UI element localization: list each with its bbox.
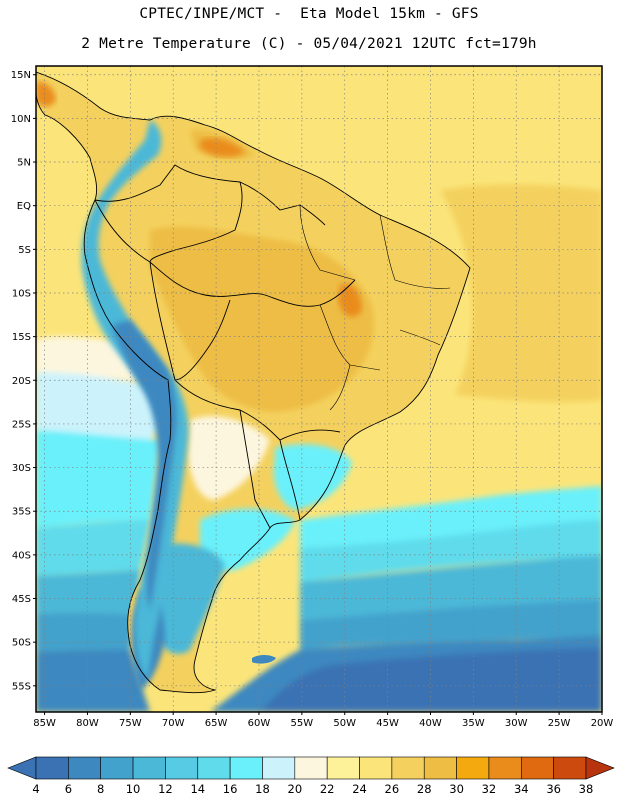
lat-label: 40S [12,550,31,561]
patagonia-cool-zone [152,543,225,654]
colorbar-cell [68,756,102,780]
lat-label: 55S [12,681,31,692]
ocean-band-12C [36,600,602,652]
country-borders [94,164,356,529]
colorbar-cell [359,756,393,780]
lat-label: 35S [12,507,31,518]
colorbar-label: 16 [223,782,238,796]
lat-label: 30S [12,463,31,474]
colorbar-cell [294,756,328,780]
lon-label: 80W [76,718,99,729]
colorbar-cell [456,756,490,780]
colorbar-label: 20 [288,782,303,796]
state-borders [299,204,451,411]
lat-label: 20S [12,376,31,387]
lat-label: 15S [12,332,31,343]
lat-label: 15N [11,70,31,81]
chart-title: CPTEC/INPE/MCT - Eta Model 15km - GFS [139,6,479,22]
colorbar-cell [197,756,231,780]
colorbar-cell [229,756,263,780]
lon-label: 70W [162,718,185,729]
colorbar-label: 38 [579,782,594,796]
ocean-band-14C [36,556,602,620]
colorbar-cells [35,756,587,780]
lon-label: 85W [33,718,56,729]
ocean-band-20C [36,372,165,440]
colorbar-low-arrow [7,756,37,780]
colorbar-cell [132,756,166,780]
lon-label: 75W [119,718,142,729]
lat-label: 45S [12,594,31,605]
colorbar-cell [553,756,587,780]
map-area [36,66,602,712]
colorbar-label: 22 [320,782,335,796]
hotspot-brazil [338,283,362,317]
colorbar-label: 24 [352,782,367,796]
uruguay-cool-zone [199,444,352,571]
ocean-band-18C [36,430,602,548]
lon-label: 45W [376,718,399,729]
lon-label: 35W [462,718,485,729]
colorbar-label: 10 [126,782,141,796]
coastline [36,71,471,694]
colorbar-cell [326,756,360,780]
colorbar-label: 26 [385,782,400,796]
chart-subtitle: 2 Metre Temperature (C) - 05/04/2021 12U… [81,36,537,52]
lon-label: 40W [419,718,442,729]
colorbar-cell [262,756,296,780]
colorbar-label: 8 [97,782,104,796]
colorbar-cell [100,756,134,780]
lat-label: 10N [11,114,31,125]
colorbar-cell [488,756,522,780]
lat-label: 5S [18,245,31,256]
andes-cold-core [112,320,177,610]
ocean-bands [36,184,602,712]
lat-label: 50S [12,638,31,649]
colorbar-label: 12 [158,782,173,796]
political-borders [36,71,471,694]
falkland-islands [252,655,276,664]
colorbar-label: 4 [32,782,39,796]
lon-label: 55W [291,718,314,729]
hotspot-venezuela [200,138,245,157]
colorbar-label: 14 [190,782,205,796]
lat-label: EQ [17,201,31,212]
colorbar: 4 6 8 10 12 14 16 18 20 22 24 26 28 30 32 34 36 38 [7,756,615,796]
colorbar-label: 28 [417,782,432,796]
colorbar-label: 30 [449,782,464,796]
ocean-warm-patch [440,184,602,403]
lat-label: 25S [12,419,31,430]
ocean-band-16C [36,520,602,582]
colorbar-high-arrow [585,756,615,780]
lon-label: 50W [333,718,356,729]
colorbar-label: 36 [546,782,561,796]
latitude-axis: 15N 10N 5N EQ 5S 10S 15S 20S 25S 30S 35S 40S 45S 50S 5… [11,70,36,692]
colorbar-cell [423,756,457,780]
argentina-cream-zone [188,416,270,500]
colorbar-labels: 4 6 8 10 12 14 16 18 20 22 24 26 28 30 32 34 36 38 [32,782,593,796]
colorbar-cell [165,756,199,780]
lon-label: 25W [548,718,571,729]
colorbar-cell [391,756,425,780]
colorbar-cell [520,756,554,780]
map-frame [35,65,603,713]
andes-cold-band [81,120,189,680]
land-mass [36,72,470,693]
lon-label: 60W [248,718,271,729]
colorbar-label: 32 [482,782,497,796]
hotspot-caribbean [36,81,56,107]
interior-hot-region [150,129,374,412]
lon-label: 30W [505,718,528,729]
lat-label: 5N [17,158,31,169]
colorbar-cell [35,756,69,780]
colorbar-label: 34 [514,782,529,796]
colorbar-label: 6 [65,782,72,796]
lon-label: 65W [205,718,228,729]
colorbar-label: 18 [255,782,270,796]
longitude-axis: 85W 80W 75W 70W 65W 60W 55W 50W 45W 40W 35W 30W 25W 2… [33,712,613,729]
lat-label: 10S [12,288,31,299]
lon-label: 20W [591,718,614,729]
